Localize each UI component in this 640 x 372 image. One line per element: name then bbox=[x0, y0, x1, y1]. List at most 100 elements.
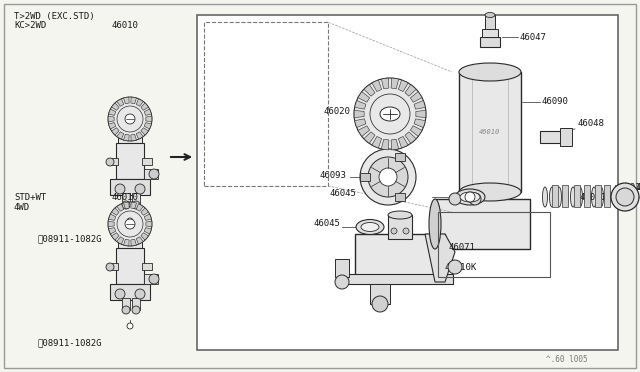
Bar bbox=[435, 199, 530, 249]
Bar bbox=[595, 185, 601, 207]
Circle shape bbox=[368, 157, 408, 197]
Ellipse shape bbox=[557, 187, 561, 207]
Polygon shape bbox=[108, 221, 114, 227]
Text: ⓝ08911-1082G: ⓝ08911-1082G bbox=[38, 234, 102, 244]
Bar bbox=[459, 72, 521, 192]
Polygon shape bbox=[391, 139, 399, 150]
Bar bbox=[574, 185, 580, 207]
Ellipse shape bbox=[460, 192, 480, 202]
Bar bbox=[197, 15, 618, 350]
Bar bbox=[347, 274, 453, 284]
Polygon shape bbox=[414, 100, 426, 109]
Bar bbox=[144, 274, 158, 284]
Circle shape bbox=[106, 263, 114, 271]
Circle shape bbox=[379, 168, 397, 186]
Bar bbox=[144, 169, 158, 179]
Polygon shape bbox=[111, 208, 119, 215]
Polygon shape bbox=[116, 99, 124, 106]
Polygon shape bbox=[111, 128, 119, 135]
Circle shape bbox=[149, 274, 159, 284]
Circle shape bbox=[122, 306, 130, 314]
Bar bbox=[388, 215, 412, 239]
Circle shape bbox=[125, 114, 135, 124]
Polygon shape bbox=[124, 239, 129, 246]
Text: 46047: 46047 bbox=[520, 32, 547, 42]
Polygon shape bbox=[364, 84, 375, 96]
Bar bbox=[108, 263, 118, 270]
Bar bbox=[560, 128, 572, 146]
Polygon shape bbox=[425, 234, 455, 282]
Text: 46010: 46010 bbox=[479, 129, 500, 135]
Circle shape bbox=[449, 193, 461, 205]
Bar bbox=[355, 234, 445, 282]
Text: KC>2WD: KC>2WD bbox=[14, 22, 46, 31]
Polygon shape bbox=[116, 204, 124, 211]
Polygon shape bbox=[109, 214, 116, 220]
Polygon shape bbox=[136, 132, 143, 139]
Ellipse shape bbox=[543, 187, 547, 207]
Circle shape bbox=[391, 228, 397, 234]
Circle shape bbox=[403, 228, 409, 234]
Polygon shape bbox=[381, 78, 389, 89]
Circle shape bbox=[354, 78, 426, 150]
Bar bbox=[360, 173, 370, 181]
Polygon shape bbox=[108, 116, 114, 122]
Circle shape bbox=[106, 158, 114, 166]
Polygon shape bbox=[131, 134, 136, 141]
Text: STD+WT: STD+WT bbox=[14, 192, 46, 202]
Polygon shape bbox=[131, 239, 136, 246]
Text: 46010: 46010 bbox=[620, 183, 640, 192]
Polygon shape bbox=[111, 233, 119, 240]
Polygon shape bbox=[136, 204, 143, 211]
Polygon shape bbox=[116, 132, 124, 139]
Polygon shape bbox=[146, 116, 152, 122]
Polygon shape bbox=[410, 92, 422, 102]
Ellipse shape bbox=[380, 107, 400, 121]
Ellipse shape bbox=[577, 187, 582, 207]
Polygon shape bbox=[109, 109, 116, 115]
Text: 46045: 46045 bbox=[314, 219, 341, 228]
Polygon shape bbox=[141, 208, 148, 215]
Circle shape bbox=[465, 192, 475, 202]
Text: 46010: 46010 bbox=[112, 22, 139, 31]
Bar bbox=[480, 37, 500, 47]
Polygon shape bbox=[355, 100, 366, 109]
Bar bbox=[122, 298, 130, 310]
Circle shape bbox=[372, 296, 388, 312]
Text: 46010K: 46010K bbox=[444, 263, 477, 272]
Bar bbox=[438, 212, 550, 277]
Circle shape bbox=[115, 289, 125, 299]
Polygon shape bbox=[398, 137, 408, 148]
Bar bbox=[132, 193, 140, 205]
Polygon shape bbox=[136, 99, 143, 106]
Bar bbox=[108, 158, 118, 165]
Bar bbox=[394, 193, 404, 201]
Ellipse shape bbox=[570, 187, 575, 207]
Polygon shape bbox=[414, 119, 426, 128]
Circle shape bbox=[122, 201, 130, 209]
Circle shape bbox=[108, 202, 152, 246]
Bar bbox=[110, 179, 150, 195]
Text: 46010: 46010 bbox=[579, 192, 606, 202]
Ellipse shape bbox=[459, 63, 521, 81]
Polygon shape bbox=[405, 132, 416, 144]
Polygon shape bbox=[131, 97, 136, 104]
Bar bbox=[370, 284, 390, 304]
Text: 46071: 46071 bbox=[449, 243, 476, 251]
Polygon shape bbox=[416, 110, 426, 118]
Bar bbox=[394, 153, 404, 161]
Text: ⓝ08911-1082G: ⓝ08911-1082G bbox=[38, 339, 102, 347]
Text: 46048: 46048 bbox=[577, 119, 604, 128]
Text: 46093: 46093 bbox=[320, 170, 347, 180]
Circle shape bbox=[335, 275, 349, 289]
Bar bbox=[110, 284, 150, 300]
Ellipse shape bbox=[598, 187, 604, 207]
Polygon shape bbox=[144, 228, 152, 234]
Polygon shape bbox=[405, 84, 416, 96]
Polygon shape bbox=[116, 237, 124, 244]
Ellipse shape bbox=[459, 183, 521, 201]
Polygon shape bbox=[410, 126, 422, 137]
Polygon shape bbox=[109, 123, 116, 129]
Circle shape bbox=[448, 260, 462, 274]
Ellipse shape bbox=[388, 211, 412, 219]
